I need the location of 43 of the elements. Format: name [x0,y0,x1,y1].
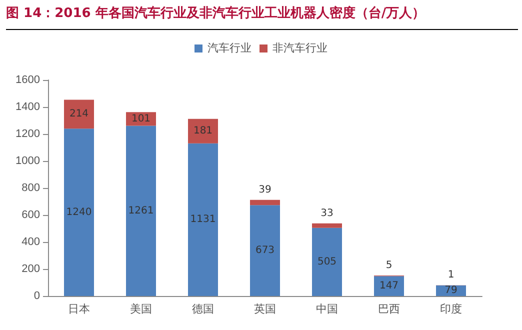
x-tick-label: 日本 [68,302,90,316]
y-tick-label: 600 [22,209,40,221]
bar [188,143,218,296]
x-tick-label: 印度 [440,302,462,316]
y-tick-label: 800 [22,182,40,194]
data-label: 79 [444,285,458,296]
bar [64,100,94,129]
data-label: 181 [193,126,213,137]
bar [126,126,156,296]
bar [250,200,280,206]
y-tick-label: 1200 [16,128,40,140]
chart-title: 图 14：2016 年各国汽车行业及非汽车行业工业机器人密度（台/万人） [6,4,518,30]
data-label: 214 [69,108,89,120]
x-tick-label: 德国 [192,304,214,316]
legend-label: 汽车行业 [208,42,252,54]
y-tick-label: 200 [22,263,40,275]
data-label: 33 [320,208,334,219]
y-tick-label: 1000 [16,155,40,167]
y-tick-label: 0 [34,290,40,302]
data-label: 101 [131,113,151,124]
x-tick-label: 中国 [316,302,338,316]
bar [374,276,404,296]
data-label: 39 [258,184,272,196]
data-label: 1131 [190,214,216,226]
data-label: 1240 [66,206,92,218]
bar [312,223,342,228]
data-label: 505 [317,256,337,268]
y-tick-label: 1400 [16,101,40,113]
legend-label: 非汽车行业 [272,42,328,54]
bar [188,118,218,144]
bar [250,205,280,296]
data-label: 5 [386,260,392,271]
x-tick-label: 英国 [254,302,276,316]
bar [312,228,342,296]
bar [64,128,94,296]
x-tick-label: 美国 [130,302,152,316]
data-label: 1261 [128,205,154,216]
data-label: 147 [379,280,399,292]
data-label: 673 [255,245,275,256]
y-tick-label: 400 [22,236,40,248]
x-tick-label: 巴西 [378,304,400,316]
data-label: 1 [448,270,454,281]
y-tick-label: 1600 [16,74,40,86]
